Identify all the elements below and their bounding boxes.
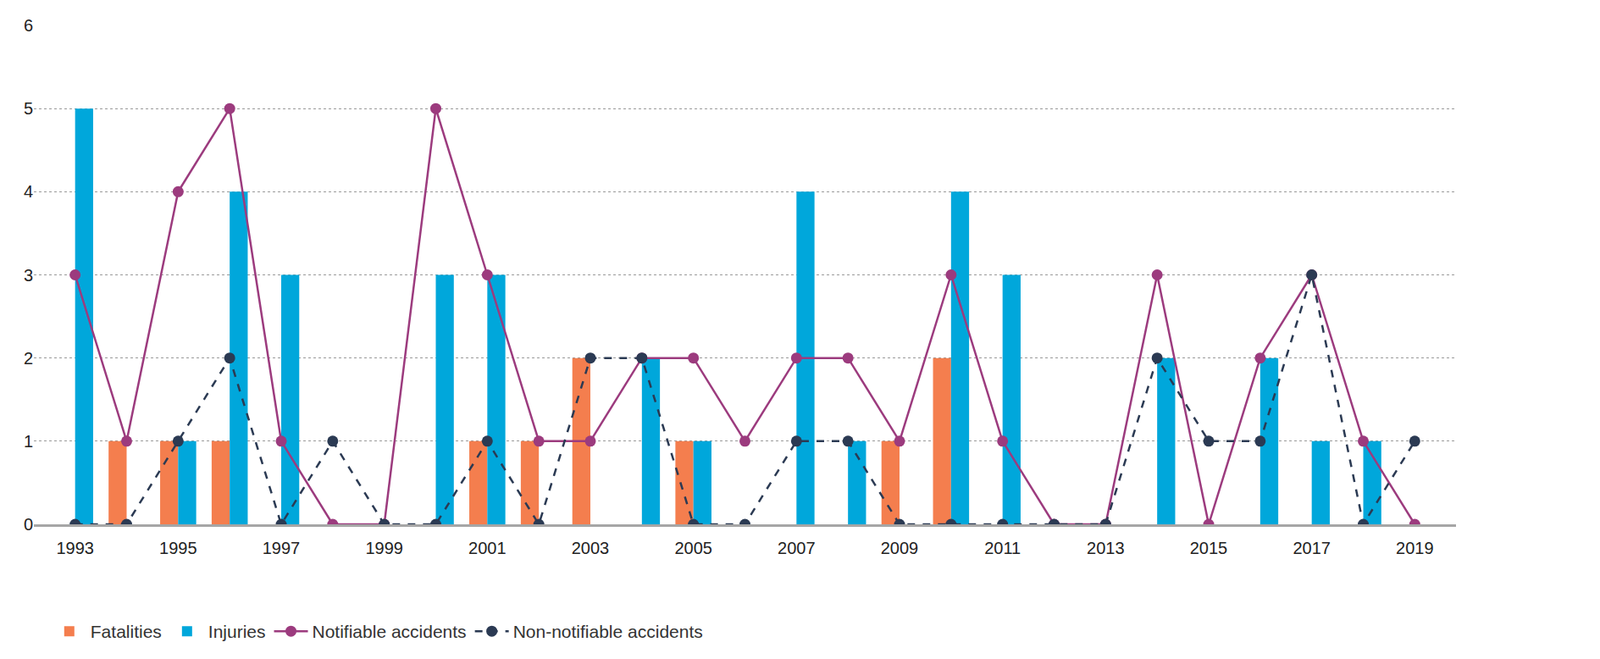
svg-text:2017: 2017 bbox=[1292, 538, 1331, 558]
svg-text:2013: 2013 bbox=[1086, 538, 1125, 558]
svg-text:2: 2 bbox=[23, 348, 34, 368]
svg-text:2009: 2009 bbox=[880, 538, 920, 558]
svg-text:2001: 2001 bbox=[468, 538, 507, 558]
svg-text:2003: 2003 bbox=[571, 538, 610, 558]
svg-text:1999: 1999 bbox=[365, 538, 404, 558]
svg-text:Non-notifiable accidents: Non-notifiable accidents bbox=[513, 621, 704, 642]
svg-text:Fatalities: Fatalities bbox=[90, 621, 162, 642]
svg-text:Injuries: Injuries bbox=[208, 621, 266, 642]
svg-text:1993: 1993 bbox=[55, 538, 95, 558]
svg-text:1997: 1997 bbox=[262, 538, 301, 558]
svg-text:Notifiable accidents: Notifiable accidents bbox=[312, 621, 467, 642]
svg-text:1995: 1995 bbox=[159, 538, 198, 558]
svg-text:5: 5 bbox=[23, 99, 34, 118]
svg-text:4: 4 bbox=[23, 182, 34, 201]
svg-text:2005: 2005 bbox=[674, 538, 713, 558]
svg-text:2011: 2011 bbox=[984, 538, 1021, 558]
svg-text:1: 1 bbox=[23, 431, 34, 451]
svg-text:2015: 2015 bbox=[1190, 538, 1229, 558]
svg-text:0: 0 bbox=[23, 514, 34, 534]
svg-text:2019: 2019 bbox=[1395, 538, 1434, 558]
svg-text:6: 6 bbox=[23, 16, 34, 35]
svg-text:3: 3 bbox=[23, 265, 34, 285]
svg-text:2007: 2007 bbox=[777, 538, 816, 558]
